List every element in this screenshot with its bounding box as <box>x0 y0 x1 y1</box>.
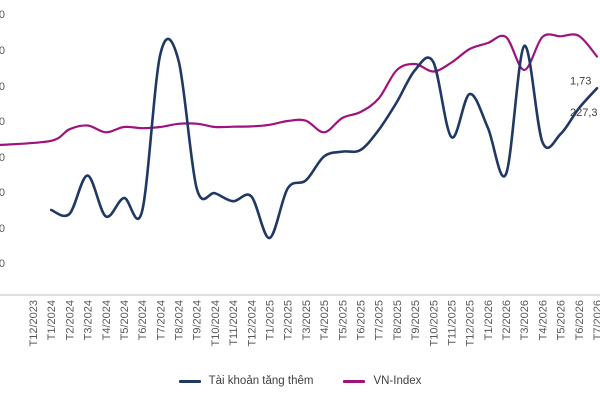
legend-label-accounts: Tài khoản tăng thêm <box>208 375 314 387</box>
x-tick-label: T4/2026 <box>537 300 549 340</box>
x-tick-label: T5/2025 <box>337 300 349 340</box>
y-tick-label: 0 <box>0 258 5 270</box>
x-tick-label: T11/2024 <box>228 300 240 346</box>
legend-swatch-accounts <box>178 379 201 383</box>
x-tick-label: T4/2025 <box>319 300 331 340</box>
legend-swatch-vnindex <box>343 379 366 383</box>
x-axis-labels: T12/2023 T1/2024 T2/2024 T3/2024 T4/2024 T5/2… <box>28 300 600 346</box>
y-axis-labels: 0 0 0 0 0 0 0 0 <box>0 9 5 270</box>
x-tick-label: T2/2025 <box>283 300 295 340</box>
legend: Tài khoản tăng thêm VN-Index <box>0 371 600 391</box>
x-tick-label: T3/2025 <box>301 300 313 340</box>
series-line-accounts <box>49 37 599 240</box>
y-tick-label: 0 <box>0 187 5 199</box>
x-tick-label: T8/2024 <box>174 300 186 340</box>
x-tick-label: T10/2025 <box>428 300 440 346</box>
x-tick-label: T10/2024 <box>210 300 222 346</box>
x-tick-label: T7/2024 <box>155 300 167 340</box>
x-tick-label: T9/2024 <box>192 300 204 340</box>
x-tick-label: T2/2024 <box>64 300 76 340</box>
y-tick-label: 0 <box>0 223 5 235</box>
data-label-vnindex: 1,73 <box>570 76 591 88</box>
y-tick-label: 0 <box>0 81 5 93</box>
x-tick-label: T12/2024 <box>246 300 258 346</box>
series-line-vnindex <box>0 33 599 147</box>
x-tick-label: T1/2025 <box>265 300 277 340</box>
y-tick-label: 0 <box>0 45 5 57</box>
x-tick-label: T4/2024 <box>101 300 113 340</box>
x-tick-label: T3/2024 <box>83 300 95 340</box>
x-tick-label: T2/2026 <box>501 300 513 340</box>
series-lines <box>0 33 599 240</box>
legend-item-vnindex: VN-Index <box>343 375 421 387</box>
y-tick-label: 0 <box>0 9 5 21</box>
x-tick-label: T5/2024 <box>119 300 131 340</box>
legend-label-vnindex: VN-Index <box>373 375 422 387</box>
x-tick-label: T9/2025 <box>410 300 422 340</box>
x-tick-label: T6/2025 <box>355 300 367 340</box>
data-label-accounts: 227,3 <box>570 107 598 119</box>
x-tick-label: T11/2025 <box>446 300 458 346</box>
x-tick-label: T12/2023 <box>28 300 40 346</box>
data-labels: 227,3 1,73 <box>570 76 598 120</box>
x-tick-label: T8/2025 <box>392 300 404 340</box>
x-tick-label: T12/2025 <box>465 300 477 346</box>
x-tick-label: T6/2026 <box>574 300 586 340</box>
y-tick-label: 0 <box>0 152 5 164</box>
x-tick-label: T6/2024 <box>137 300 149 340</box>
y-tick-label: 0 <box>0 116 5 128</box>
x-tick-label: T1/2024 <box>46 300 58 340</box>
x-tick-label: T3/2026 <box>519 300 531 340</box>
x-tick-label: T5/2026 <box>556 300 568 340</box>
legend-item-accounts: Tài khoản tăng thêm <box>178 375 314 387</box>
x-tick-label: T7/2025 <box>374 300 386 340</box>
x-tick-label: T7/2026 <box>592 300 600 340</box>
x-tick-label: T1/2026 <box>483 300 495 340</box>
